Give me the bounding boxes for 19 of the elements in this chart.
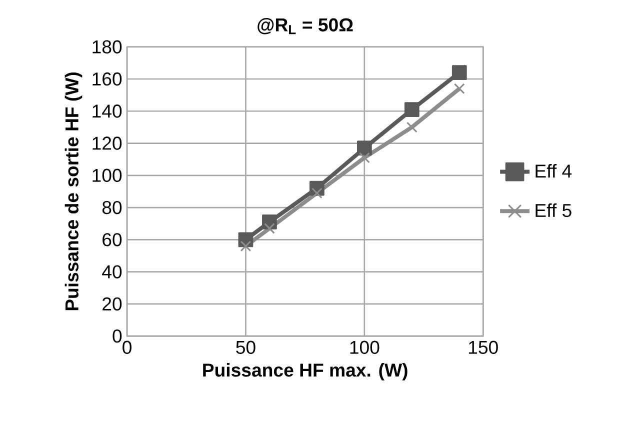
- y-axis-title: Puissance de sortie HF (W): [64, 72, 82, 310]
- legend-label: Eff 4: [536, 164, 572, 178]
- y-tick-label: 40: [102, 265, 122, 278]
- x-tick-label: 50: [236, 340, 256, 354]
- y-tick-label: 80: [102, 200, 122, 214]
- y-tick-label: 0: [112, 329, 122, 343]
- x-tick-label: 150: [469, 340, 498, 354]
- y-tick-label: 20: [102, 297, 122, 311]
- x-axis-title: Puissance HF max. (W): [203, 363, 408, 380]
- y-tick-label: 100: [92, 168, 122, 182]
- y-tick-label: 180: [92, 40, 122, 54]
- x-tick-label: 100: [350, 340, 380, 354]
- y-tick-label: 160: [92, 72, 122, 86]
- x-tick-label: 0: [122, 340, 132, 354]
- y-tick-label: 120: [92, 136, 122, 150]
- chart-title: @R$_{L}$ = 50Ω: [258, 18, 353, 34]
- y-tick-label: 140: [92, 104, 122, 118]
- y-tick-label: 60: [102, 233, 122, 246]
- legend-label: Eff 5: [536, 203, 572, 218]
